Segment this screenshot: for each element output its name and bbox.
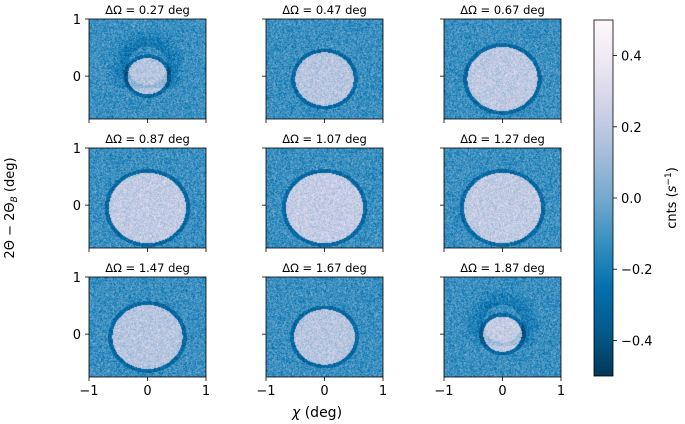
colorbar: 0.4 0.2 0.0 −0.2 −0.4 cnts (s−1) bbox=[593, 19, 680, 377]
y-tick-label: 0 bbox=[73, 199, 81, 214]
colorbar-gradient bbox=[593, 19, 614, 377]
heatmap-image bbox=[89, 148, 206, 248]
panel-title: ΔΩ = 0.67 deg bbox=[460, 3, 545, 17]
x-tick-label: 0 bbox=[498, 384, 506, 399]
panel-frame bbox=[265, 276, 384, 378]
heatmap-panel: ΔΩ = 1.87 deg −1 0 1 bbox=[434, 261, 565, 399]
x-tick-label: −1 bbox=[256, 384, 275, 399]
y-axis-label: 2Θ − 2ΘB (deg) bbox=[3, 157, 20, 258]
heatmap-panel: ΔΩ = 0.27 deg 1 0 bbox=[73, 3, 207, 123]
heatmap-panel: ΔΩ = 0.87 deg 1 0 bbox=[73, 132, 207, 252]
heatmap-panel: ΔΩ = 1.47 deg 1 0 −1 0 1 bbox=[73, 261, 210, 399]
colorbar-tick-label: −0.4 bbox=[621, 334, 653, 349]
x-tick-label: −1 bbox=[434, 384, 453, 399]
panel-frame bbox=[265, 147, 384, 249]
heatmap-panel: ΔΩ = 1.07 deg bbox=[262, 132, 384, 252]
panel-title: ΔΩ = 1.67 deg bbox=[282, 261, 367, 275]
x-axis-label: χ (deg) bbox=[291, 405, 342, 421]
x-tick-label: 1 bbox=[557, 384, 565, 399]
x-tick-label: 0 bbox=[320, 384, 328, 399]
heatmap-image bbox=[444, 148, 561, 248]
heatmap-image bbox=[444, 277, 561, 377]
panel-frame bbox=[443, 18, 562, 120]
panel-frame bbox=[443, 276, 562, 378]
heatmap-image bbox=[89, 277, 206, 377]
x-tick-label: 0 bbox=[143, 384, 151, 399]
y-tick-label: 1 bbox=[73, 13, 81, 28]
heatmap-image bbox=[444, 19, 561, 119]
heatmap-panel: ΔΩ = 0.67 deg bbox=[440, 3, 562, 123]
y-tick-label: 0 bbox=[73, 70, 81, 85]
colorbar-tick-label: 0.2 bbox=[621, 121, 642, 136]
heatmap-panel: ΔΩ = 1.27 deg bbox=[440, 132, 562, 252]
panel-frame bbox=[88, 18, 207, 120]
colorbar-tick-label: 0.0 bbox=[621, 192, 642, 207]
heatmap-panel: ΔΩ = 1.67 deg −1 0 1 bbox=[256, 261, 387, 399]
panel-title: ΔΩ = 1.27 deg bbox=[460, 132, 545, 146]
panel-title: ΔΩ = 0.27 deg bbox=[105, 3, 190, 17]
y-axis-label-text: 2Θ − 2ΘB (deg) bbox=[3, 157, 20, 258]
panel-title: ΔΩ = 1.07 deg bbox=[282, 132, 367, 146]
y-tick-label: 1 bbox=[73, 142, 81, 157]
colorbar-tick-label: −0.2 bbox=[621, 263, 653, 278]
heatmap-image bbox=[266, 277, 383, 377]
x-tick-label: 1 bbox=[202, 384, 210, 399]
y-tick-label: 0 bbox=[73, 328, 81, 343]
panel-title: ΔΩ = 1.87 deg bbox=[460, 261, 545, 275]
panel-frame bbox=[88, 147, 207, 249]
x-tick-label: −1 bbox=[79, 384, 98, 399]
heatmap-image bbox=[89, 19, 206, 119]
colorbar-tick-label: 0.4 bbox=[621, 50, 642, 65]
panel-title: ΔΩ = 0.87 deg bbox=[105, 132, 190, 146]
y-tick-label: 1 bbox=[73, 271, 81, 286]
panel-frame bbox=[88, 276, 207, 378]
panel-grid: ΔΩ = 0.27 deg 1 0 ΔΩ = 0.47 deg ΔΩ = 0.67 de… bbox=[73, 3, 565, 399]
panel-frame bbox=[265, 18, 384, 120]
colorbar-label: cnts (s−1) bbox=[664, 167, 680, 229]
heatmap-panel: ΔΩ = 0.47 deg bbox=[262, 3, 384, 123]
x-tick-label: 1 bbox=[379, 384, 387, 399]
heatmap-image bbox=[266, 19, 383, 119]
panel-title: ΔΩ = 1.47 deg bbox=[105, 261, 190, 275]
panel-frame bbox=[443, 147, 562, 249]
panel-title: ΔΩ = 0.47 deg bbox=[282, 3, 367, 17]
heatmap-image bbox=[266, 148, 383, 248]
